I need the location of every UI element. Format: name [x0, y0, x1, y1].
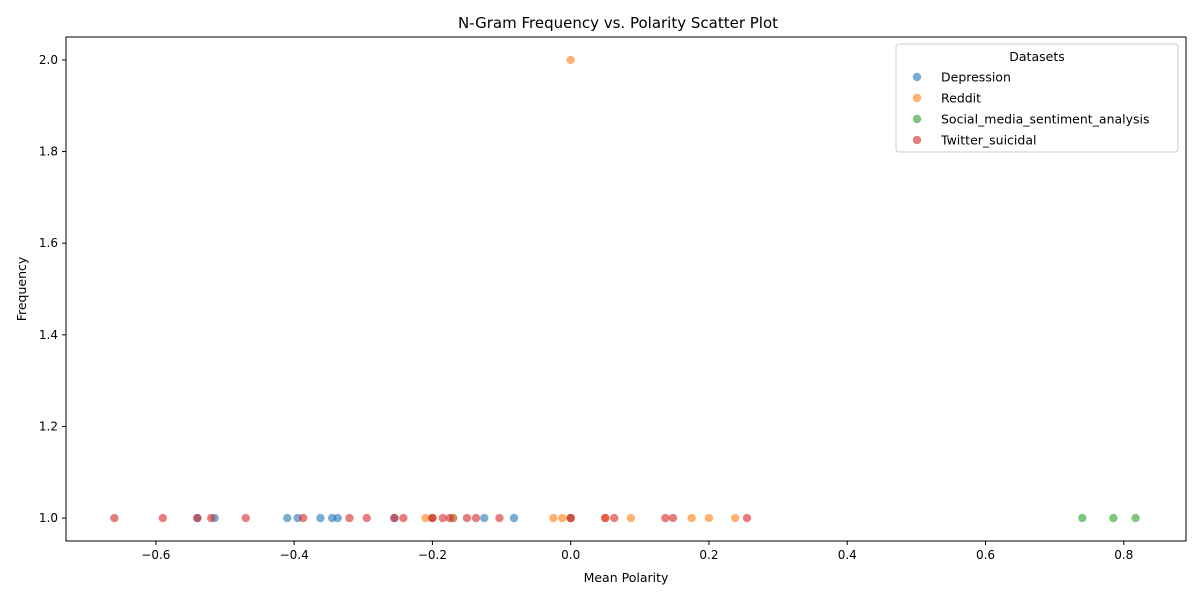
data-point: [298, 513, 308, 523]
data-point: [206, 513, 216, 523]
legend-box: [895, 43, 1179, 153]
y-axis-label: Frequency: [14, 256, 29, 321]
data-point: [241, 513, 250, 523]
data-point: [610, 513, 619, 523]
data-point: [193, 513, 202, 523]
x-axis-label: Mean Polarity: [584, 570, 669, 585]
data-point: [704, 513, 714, 523]
legend-label: Reddit: [941, 91, 981, 106]
y-tick-label: 1.6: [39, 236, 58, 250]
x-tick-label: 0.2: [699, 548, 718, 562]
y-tick-label: 2.0: [39, 53, 58, 67]
chart-title: N-Gram Frequency vs. Polarity Scatter Pl…: [458, 14, 778, 32]
data-point: [509, 513, 519, 523]
data-point: [390, 513, 399, 523]
legend-marker: [912, 72, 922, 82]
plot-frame: [65, 36, 1187, 542]
legend-marker: [912, 135, 922, 145]
data-point: [480, 513, 489, 523]
data-point: [399, 513, 408, 523]
data-point: [549, 513, 558, 523]
data-point: [601, 513, 610, 523]
data-point: [661, 513, 670, 523]
data-point: [362, 513, 371, 523]
data-point: [1131, 513, 1140, 523]
plot-points: [110, 55, 1140, 523]
x-tick-label: −0.2: [418, 548, 447, 562]
y-tick-label: 1.2: [39, 419, 58, 433]
data-point: [428, 513, 437, 523]
data-point: [558, 513, 567, 523]
legend-marker: [912, 93, 922, 103]
data-point: [731, 513, 740, 523]
legend-label: Depression: [941, 70, 1011, 85]
legend-marker: [912, 114, 922, 124]
data-point: [345, 513, 354, 523]
data-point: [742, 513, 752, 523]
x-tick-label: 0.6: [976, 548, 995, 562]
x-tick-label: −0.6: [141, 548, 170, 562]
data-point: [1109, 513, 1118, 523]
data-point: [438, 513, 447, 523]
x-axis: −0.6 −0.4 −0.2 0.0 0.2 0.4 0.6 0.8: [141, 541, 1133, 562]
x-tick-label: 0.8: [1114, 548, 1133, 562]
data-point: [333, 513, 342, 523]
data-point: [668, 513, 678, 523]
data-point: [445, 513, 454, 523]
data-point: [316, 513, 325, 523]
y-axis: 1.0 1.2 1.4 1.6 1.8 2.0: [39, 53, 66, 525]
data-point: [421, 513, 430, 523]
data-point: [566, 55, 575, 65]
data-point: [110, 513, 119, 523]
x-tick-label: −0.4: [280, 548, 309, 562]
data-point: [462, 513, 472, 523]
data-point: [158, 513, 167, 523]
y-tick-label: 1.4: [39, 328, 58, 342]
legend-items: Depression Reddit Social_media_sentiment_a…: [912, 70, 1150, 148]
legend-title: Datasets: [1009, 49, 1064, 64]
data-point: [495, 513, 504, 523]
y-tick-label: 1.8: [39, 145, 58, 159]
data-point: [687, 513, 696, 523]
legend-label: Social_media_sentiment_analysis: [941, 112, 1150, 127]
data-point: [1078, 513, 1087, 523]
x-tick-label: 0.4: [838, 548, 857, 562]
data-point: [471, 513, 481, 523]
data-point: [566, 513, 575, 523]
y-tick-label: 1.0: [39, 511, 58, 525]
data-point: [283, 513, 292, 523]
legend: Datasets Depression Reddit Social_media_se…: [895, 43, 1179, 153]
x-tick-label: 0.0: [561, 548, 580, 562]
legend-label: Twitter_suicidal: [940, 133, 1036, 148]
data-point: [626, 513, 636, 523]
